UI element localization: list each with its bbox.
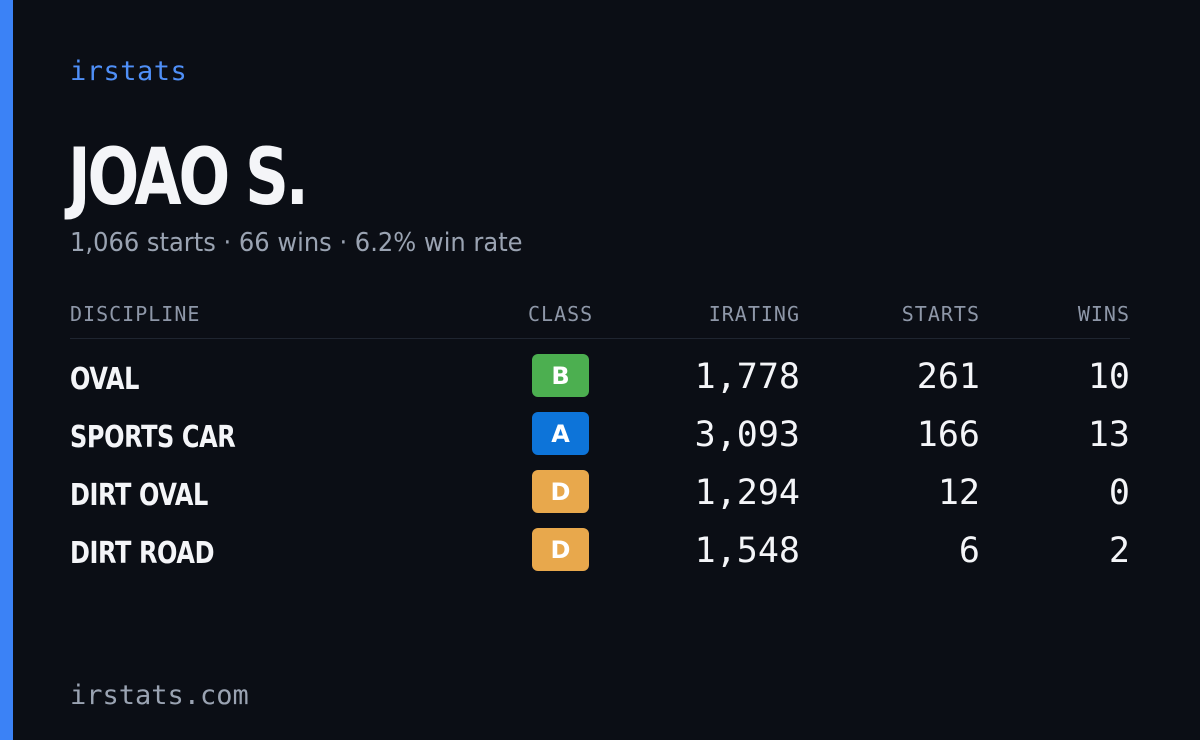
table-row: SPORTS CAR A 3,093 166 13 [70, 412, 1130, 470]
starts-value: 166 [916, 415, 980, 455]
starts-value: 6 [958, 531, 980, 571]
table-header: DISCIPLINE CLASS IRATING STARTS WINS [70, 300, 1130, 339]
irating-value: 3,093 [694, 415, 800, 455]
driver-name: JOAO S. [68, 133, 309, 223]
column-header-starts: STARTS [901, 302, 980, 326]
license-class-badge: B [532, 354, 589, 397]
discipline-name: OVAL [70, 362, 139, 397]
irating-value: 1,548 [694, 531, 800, 571]
column-header-irating: IRATING [708, 302, 800, 326]
wins-value: 10 [1087, 357, 1130, 397]
wins-value: 0 [1108, 473, 1130, 513]
wins-value: 2 [1108, 531, 1130, 571]
table-row: OVAL B 1,778 261 10 [70, 354, 1130, 412]
accent-bar [0, 0, 13, 740]
table-row: DIRT ROAD D 1,548 6 2 [70, 528, 1130, 586]
footer-url: irstats.com [70, 680, 249, 711]
license-class-badge: D [532, 470, 589, 513]
wins-value: 13 [1087, 415, 1130, 455]
license-class-badge: D [532, 528, 589, 571]
license-class-badge: A [532, 412, 589, 455]
discipline-name: DIRT ROAD [70, 536, 215, 571]
driver-summary: 1,066 starts · 66 wins · 6.2% win rate [70, 228, 523, 258]
starts-value: 261 [916, 357, 980, 397]
column-header-discipline: DISCIPLINE [70, 302, 201, 326]
column-header-wins: WINS [1077, 302, 1130, 326]
irating-value: 1,294 [694, 473, 800, 513]
column-header-class: CLASS [528, 302, 594, 326]
brand-logo-text: irstats [70, 56, 188, 87]
table-row: DIRT OVAL D 1,294 12 0 [70, 470, 1130, 528]
irating-value: 1,778 [694, 357, 800, 397]
discipline-name: DIRT OVAL [70, 478, 208, 513]
starts-value: 12 [937, 473, 980, 513]
discipline-name: SPORTS CAR [70, 420, 236, 455]
